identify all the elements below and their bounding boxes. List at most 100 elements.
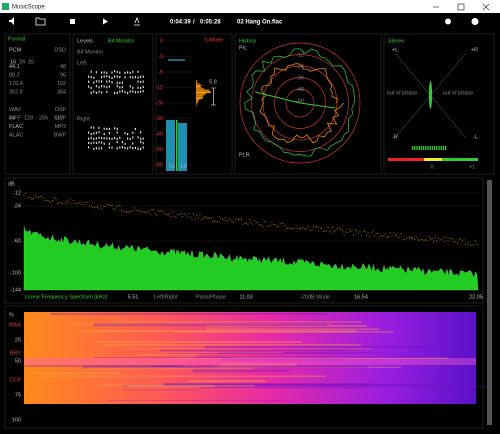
spectrogram-band bbox=[205, 328, 380, 331]
visualizations bbox=[23, 40, 491, 404]
peak-dot bbox=[225, 217, 227, 219]
peak-dot bbox=[396, 234, 398, 236]
x-tick-label: 22.05 bbox=[469, 294, 483, 300]
bit-dot bbox=[93, 141, 95, 144]
peak-dot bbox=[325, 230, 327, 232]
direction-pointer bbox=[254, 91, 336, 109]
bit-dot bbox=[114, 136, 116, 140]
peak-dot bbox=[372, 230, 374, 232]
peak-dot bbox=[79, 201, 81, 203]
bit-dot bbox=[116, 137, 118, 141]
spectrogram-band bbox=[123, 348, 373, 350]
peak-dot bbox=[257, 221, 259, 223]
phase-meter-yellow bbox=[424, 158, 442, 161]
spectrogram-band bbox=[142, 366, 402, 368]
spectrogram-band bbox=[93, 356, 233, 358]
spectrogram-band bbox=[204, 345, 437, 349]
peak-dot bbox=[340, 228, 342, 230]
spectrogram-band bbox=[151, 365, 216, 368]
bit-dot bbox=[101, 85, 103, 88]
window-controls[interactable] bbox=[433, 3, 490, 11]
stop-button[interactable] bbox=[70, 19, 75, 24]
histogram-bin bbox=[196, 99, 200, 101]
meter-panel bbox=[155, 33, 233, 175]
peak-dot bbox=[316, 226, 318, 228]
peak-dot bbox=[33, 197, 35, 199]
maximize[interactable] bbox=[457, 3, 465, 11]
history-ring bbox=[251, 54, 349, 152]
peak-dot bbox=[231, 220, 233, 222]
peak-dot bbox=[213, 220, 215, 222]
correlation-seg bbox=[436, 146, 438, 150]
info-button[interactable] bbox=[471, 18, 479, 25]
peak-dot bbox=[333, 231, 335, 233]
spectrogram-band bbox=[136, 353, 198, 356]
bit-dot bbox=[93, 137, 95, 141]
peak-dot bbox=[193, 213, 195, 215]
bit-dot bbox=[103, 127, 105, 130]
bit-dot bbox=[98, 131, 100, 134]
format-option: 192 bbox=[57, 81, 66, 87]
spectrogram-band bbox=[219, 363, 297, 366]
volume-button[interactable] bbox=[9, 17, 14, 25]
spectrogram-band bbox=[93, 323, 327, 327]
peak-dot bbox=[92, 207, 94, 208]
peak-dot bbox=[324, 230, 326, 232]
peak-dot bbox=[237, 218, 239, 220]
peak-dot bbox=[97, 207, 99, 209]
peak-dot bbox=[98, 207, 100, 209]
x-tick-label: 16.54 bbox=[354, 294, 368, 300]
histogram-bin bbox=[196, 83, 200, 85]
bit-dot bbox=[142, 75, 144, 78]
settings-button[interactable] bbox=[445, 18, 451, 25]
eject-button[interactable] bbox=[134, 16, 140, 26]
play-button[interactable] bbox=[103, 18, 108, 25]
correlation-seg bbox=[434, 146, 436, 150]
peak-dot bbox=[167, 214, 169, 216]
phase-scale: 0 bbox=[430, 164, 433, 170]
peak-dot bbox=[161, 211, 163, 213]
history-ring bbox=[239, 42, 361, 164]
meter-scale: -40 bbox=[155, 131, 163, 137]
bit-dot bbox=[90, 132, 92, 136]
peak-dot bbox=[391, 235, 393, 237]
bit-dot bbox=[98, 136, 100, 139]
peak-dot bbox=[111, 204, 113, 206]
toolbar-buttons[interactable] bbox=[9, 16, 479, 26]
peak-dot bbox=[401, 233, 403, 234]
spectrogram-band bbox=[126, 384, 255, 388]
spectrogram-band bbox=[168, 352, 354, 354]
close[interactable] bbox=[482, 3, 490, 11]
x-tick-label: 11.03 bbox=[239, 294, 252, 300]
peak-dot bbox=[425, 239, 427, 241]
histogram-bin bbox=[196, 86, 201, 87]
scrollbar[interactable] bbox=[487, 180, 492, 425]
bit-dot bbox=[127, 137, 129, 140]
bit-dot bbox=[134, 127, 136, 131]
open-button[interactable] bbox=[35, 17, 46, 26]
peak-dot bbox=[89, 206, 91, 208]
correlation-seg bbox=[442, 146, 445, 150]
peak-dot bbox=[41, 196, 43, 197]
peak-dot bbox=[175, 216, 177, 218]
bit-dot bbox=[132, 76, 134, 79]
bit-dot bbox=[111, 76, 113, 80]
spectrogram-band bbox=[172, 357, 449, 360]
peak-dot bbox=[47, 200, 49, 202]
bit-dot bbox=[116, 75, 118, 78]
bit-dot bbox=[142, 146, 144, 149]
x-axis-title: Linear Frequency Spectrum [kHz] bbox=[25, 294, 107, 300]
channel-label: PLR bbox=[239, 152, 250, 158]
spectrogram-band bbox=[192, 369, 289, 373]
bit-dot bbox=[95, 141, 97, 145]
x-tick-label: 5.51 bbox=[128, 294, 139, 300]
peak-dot bbox=[290, 228, 292, 230]
spectrogram-band bbox=[101, 383, 213, 386]
bit-dot bbox=[88, 146, 90, 149]
bit-dot bbox=[93, 147, 95, 151]
peak-dot bbox=[173, 216, 175, 218]
peak-dot bbox=[205, 218, 207, 220]
peak-dot bbox=[349, 230, 351, 232]
histogram-bin bbox=[196, 92, 212, 93]
